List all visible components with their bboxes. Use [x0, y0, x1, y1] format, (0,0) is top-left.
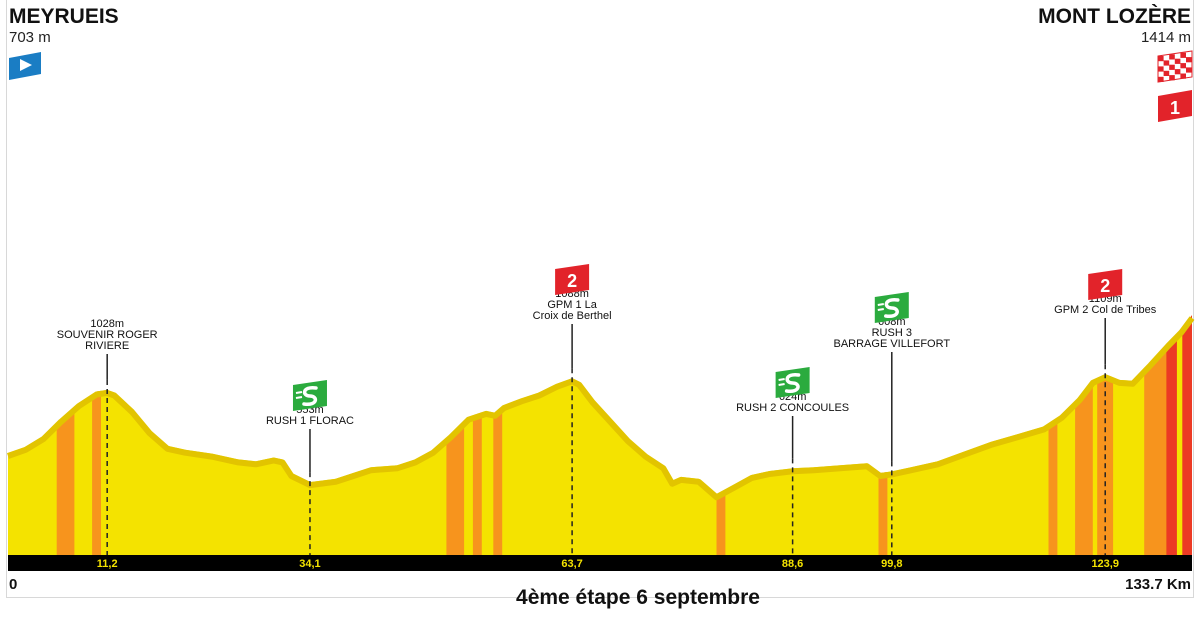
profile-area	[8, 315, 1192, 555]
category-1-kom-icon: 1	[1158, 90, 1192, 122]
profile-edge	[7, 316, 1195, 501]
x-tick-label: 34,1	[299, 558, 320, 570]
point-name-label: SOUVENIR ROGER	[57, 329, 158, 341]
x-tick-label: 88,6	[782, 558, 803, 570]
sprint-flag-icon	[775, 367, 810, 398]
gradient-band	[493, 315, 503, 555]
point-name-label: RIVIERE	[85, 340, 129, 352]
sprint-flag-icon	[292, 380, 327, 411]
x-tick-label: 11,2	[97, 558, 118, 570]
kom-flag-icon: 2	[1088, 269, 1123, 300]
x-axis-band	[8, 555, 1192, 571]
point-name-label: Croix de Berthel	[533, 310, 612, 322]
gradient-band	[92, 315, 101, 555]
start-altitude: 703 m	[9, 29, 51, 46]
finish-town: MONT LOZÈRE	[1038, 5, 1191, 28]
kom-flag-icon: 2	[555, 264, 590, 295]
finish-altitude: 1414 m	[1140, 29, 1191, 46]
point-name-label: BARRAGE VILLEFORT	[834, 338, 951, 350]
point-name-label: RUSH 3	[872, 327, 912, 339]
kom-category-label: 2	[1100, 276, 1110, 296]
sprint-flag-icon	[874, 292, 909, 323]
start-town: MEYRUEIS	[9, 5, 119, 28]
gradient-band	[56, 315, 75, 555]
gradient-band	[1144, 315, 1167, 555]
point-name-label: GPM 2 Col de Tribes	[1054, 304, 1157, 316]
x-axis-end-label: 133.7 Km	[1125, 576, 1191, 593]
checkered-flag-icon	[1157, 50, 1193, 83]
chart-frame	[6, 0, 1194, 598]
point-altitude-label: 1028m	[90, 318, 124, 330]
x-tick-label: 99,8	[881, 558, 902, 570]
play-flag-icon	[9, 52, 41, 80]
x-tick-label: 63,7	[561, 558, 582, 570]
gradient-band	[472, 315, 482, 555]
kom-category-label: 2	[567, 271, 577, 291]
x-axis-start-label: 0	[9, 576, 18, 593]
gradient-band	[1048, 315, 1058, 555]
point-name-label: GPM 1 La	[547, 299, 597, 311]
gradient-band	[446, 315, 465, 555]
x-tick-label: 123,9	[1091, 558, 1119, 570]
summit-category-label: 1	[1170, 98, 1180, 118]
stage-title: 4ème étape 6 septembre	[516, 586, 760, 609]
gradient-band	[1182, 315, 1192, 555]
point-name-label: RUSH 1 FLORAC	[266, 415, 354, 427]
gradient-band	[716, 315, 726, 555]
gradient-band	[1166, 315, 1177, 555]
point-name-label: RUSH 2 CONCOULES	[736, 402, 849, 414]
